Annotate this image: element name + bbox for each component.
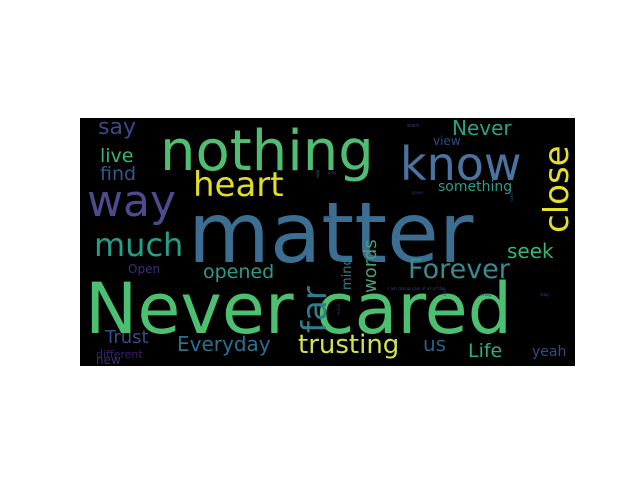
word-never-small: Never xyxy=(452,118,512,140)
word-cloud: matter Never cared nothing know way hear… xyxy=(80,118,575,366)
word-mind: yeah xyxy=(532,344,566,360)
word-green: green xyxy=(412,190,424,195)
word-trusting: trusting xyxy=(298,330,399,360)
word-say: say xyxy=(98,118,136,140)
word-taking-care: I am taking care of all of this xyxy=(388,286,445,291)
word-forever: Forever xyxy=(408,254,511,285)
word-us: us xyxy=(423,332,446,356)
word-nothing: nothing xyxy=(160,119,374,184)
word-soul: soul xyxy=(315,170,320,178)
word-seek: seek xyxy=(507,239,554,263)
word-life: Life xyxy=(468,340,502,362)
word-play: play xyxy=(328,170,337,175)
word-everyday: Everyday xyxy=(177,332,271,356)
word-view: view xyxy=(433,134,461,148)
word-one: one xyxy=(324,214,332,219)
word-far: far xyxy=(295,286,335,333)
word-stay: stay xyxy=(540,292,549,297)
word-find: find xyxy=(100,163,136,185)
word-different: different xyxy=(96,348,143,361)
word-reach: reach xyxy=(336,303,341,315)
word-words: words xyxy=(360,239,381,293)
word-live: live xyxy=(100,145,134,167)
word-want: want xyxy=(407,123,419,129)
word-opened: opened xyxy=(203,261,274,283)
word-heart: heart xyxy=(193,165,284,205)
word-something: something xyxy=(438,179,512,195)
word-yeah: mind xyxy=(340,257,355,290)
word-know: know xyxy=(400,137,522,191)
word-way: way xyxy=(87,176,176,227)
word-lost: lost xyxy=(442,288,447,296)
word-new: new xyxy=(96,353,121,366)
word-open: Open xyxy=(128,262,160,276)
word-close: close xyxy=(537,145,575,233)
word-cloud-svg: matter Never cared nothing know way hear… xyxy=(85,118,575,366)
word-never-cared: Never cared xyxy=(85,268,512,350)
word-matter: matter xyxy=(188,184,474,282)
word-living: living xyxy=(480,292,491,297)
word-much: much xyxy=(94,226,183,264)
word-trust: Trust xyxy=(104,327,149,348)
word-road: road xyxy=(509,193,514,202)
